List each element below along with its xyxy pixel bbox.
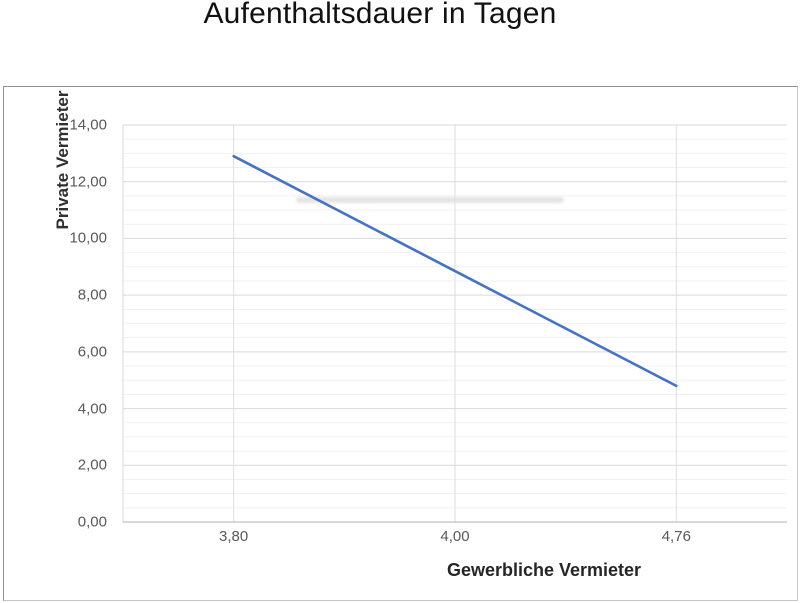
chart-title: Aufenthaltsdauer in Tagen	[203, 0, 557, 30]
chart-frame	[3, 86, 798, 601]
x-axis-title: Gewerbliche Vermieter	[446, 560, 642, 580]
cropped-text-artifact	[296, 197, 564, 203]
y-axis-title: Private Vermieter	[53, 90, 72, 230]
